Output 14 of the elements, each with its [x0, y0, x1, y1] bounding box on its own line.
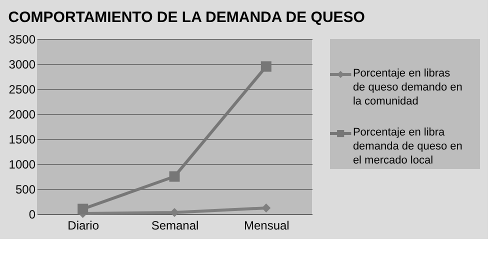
- y-tick-label: 1500: [8, 132, 36, 146]
- legend-label: Porcentaje en libras de queso demando en la comunidad: [352, 67, 462, 108]
- y-tick-label: 500: [15, 182, 36, 196]
- y-tick-label: 3500: [8, 32, 36, 46]
- x-tick-label: Diario: [68, 218, 100, 232]
- x-tick-label: Mensual: [244, 218, 290, 232]
- y-tick-label: 0: [28, 208, 36, 222]
- x-tick-label: Semanal: [151, 218, 199, 232]
- legend-label: Porcentaje en libra demanda de queso en el mercado local: [352, 126, 462, 167]
- y-tick-label: 2000: [8, 108, 36, 122]
- chart-title: COMPORTAMIENTO DE LA DEMANDA DE QUESO: [8, 9, 366, 26]
- y-tick-label: 1000: [8, 158, 36, 172]
- y-tick-label: 3000: [8, 58, 36, 72]
- y-tick-label: 2500: [8, 82, 36, 96]
